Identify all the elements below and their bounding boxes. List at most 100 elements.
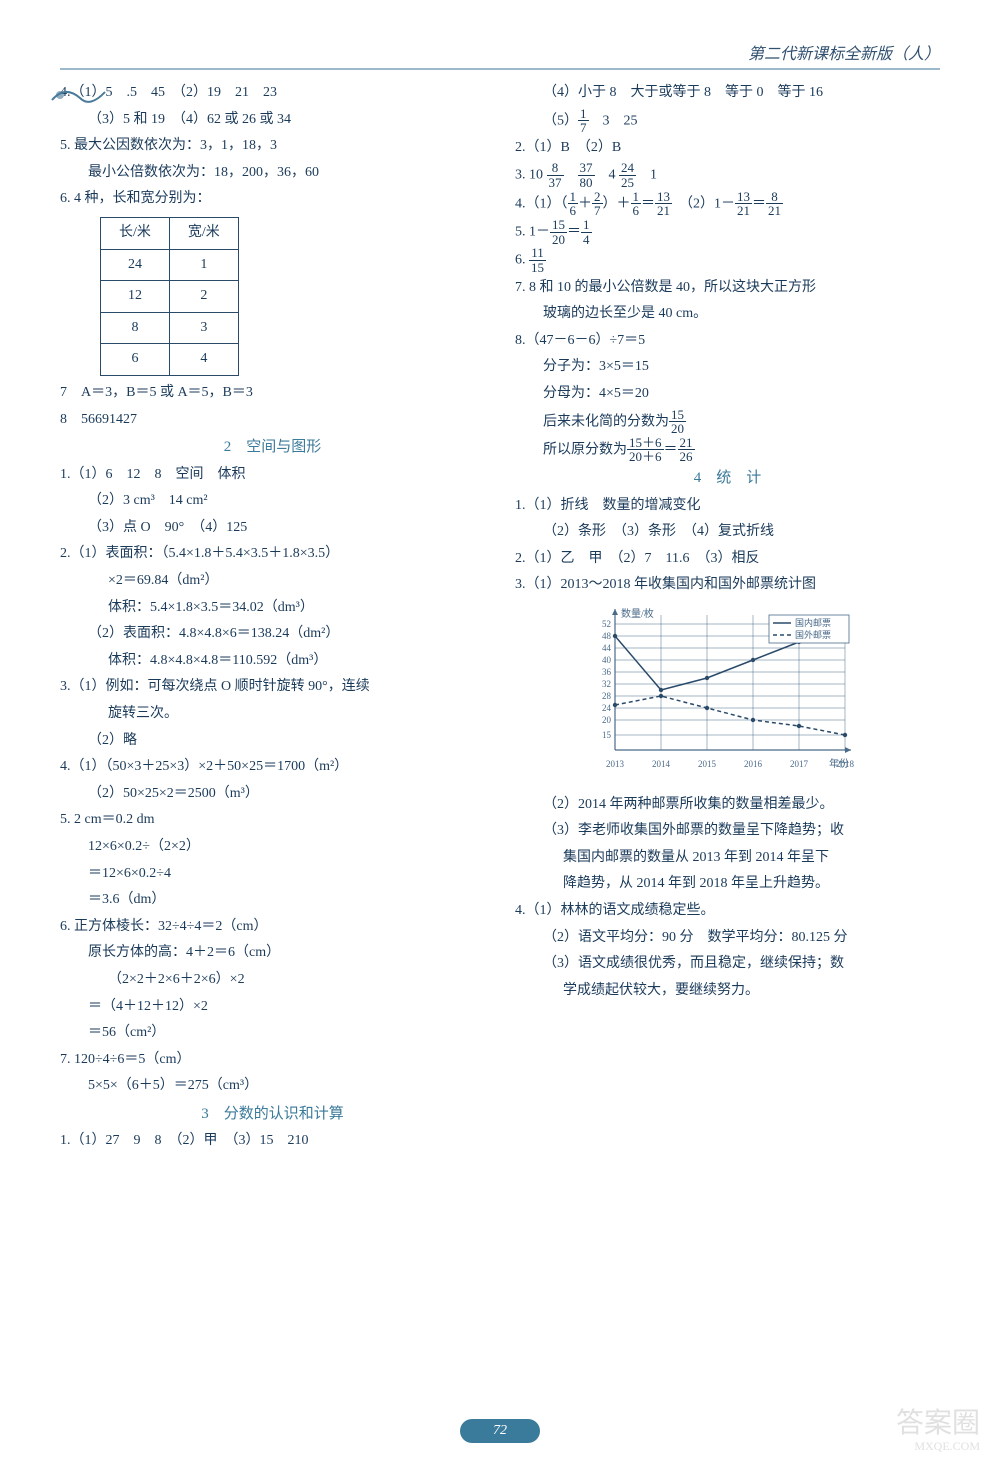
watermark: 答案圈 MXQE.COM bbox=[896, 1409, 980, 1453]
right-column: （4）小于 8 大于或等于 8 等于 0 等于 16 （5）17 3 25 2.… bbox=[515, 80, 940, 1155]
s4q1-l2: （2）条形 （3）条形 （4）复式折线 bbox=[515, 519, 940, 546]
l-q4-l2: （3）5 和 19 （4）62 或 26 或 34 bbox=[60, 107, 485, 134]
table-row: 122 bbox=[101, 281, 239, 313]
s2q2-l2: ×2＝69.84（dm²） bbox=[60, 568, 485, 595]
svg-text:52: 52 bbox=[602, 619, 611, 629]
r-q7-l2: 玻璃的边长至少是 40 cm。 bbox=[515, 301, 940, 328]
r-q4: 4.（1）（16＋27）＋16＝1321 （2）1－1321＝821 bbox=[515, 190, 940, 218]
r-cont-l5: （5）17 3 25 bbox=[515, 107, 940, 135]
s2q6-l1: 6. 正方体棱长：32÷4÷4＝2（cm） bbox=[60, 914, 485, 941]
s2q5-l3: ＝12×6×0.2÷4 bbox=[60, 861, 485, 888]
l-q5-l1: 5. 最大公因数依次为：3，1，18，3 bbox=[60, 133, 485, 160]
svg-text:2016: 2016 bbox=[744, 759, 763, 769]
s2q7-l2: 5×5×（6＋5）＝275（cm³） bbox=[60, 1073, 485, 1100]
r-q6: 6. 1115 bbox=[515, 246, 940, 274]
r-cont-l4: （4）小于 8 大于或等于 8 等于 0 等于 16 bbox=[515, 80, 940, 107]
svg-text:15: 15 bbox=[602, 730, 612, 740]
frac: 17 bbox=[578, 107, 589, 135]
svg-text:年份: 年份 bbox=[829, 757, 849, 770]
content-columns: 4.（1）5 .5 45 （2）19 21 23 （3）5 和 19 （4）62… bbox=[60, 80, 940, 1155]
s2q6-l2: 原长方体的高：4＋2＝6（cm） bbox=[60, 940, 485, 967]
l-q4-l1: 4.（1）5 .5 45 （2）19 21 23 bbox=[60, 80, 485, 107]
s2q5-l2: 12×6×0.2÷（2×2） bbox=[60, 834, 485, 861]
watermark-big: 答案圈 bbox=[896, 1408, 980, 1439]
r-q3: 3. 10 837 3780 4 2425 1 bbox=[515, 161, 940, 189]
s3q1: 1.（1）27 9 8 （2）甲 （3）15 210 bbox=[60, 1128, 485, 1155]
s2q3-l3: （2）略 bbox=[60, 728, 485, 755]
q6-table: 长/米宽/米 241 122 83 64 bbox=[100, 217, 239, 376]
table-row: 64 bbox=[101, 344, 239, 376]
corner-ornament-icon bbox=[50, 80, 110, 110]
s4q3-l1: 3.（1）2013～2018 年收集国内和国外邮票统计图 bbox=[515, 572, 940, 599]
svg-text:数量/枚: 数量/枚 bbox=[621, 607, 654, 620]
svg-text:36: 36 bbox=[602, 667, 612, 677]
r-q2: 2.（1）B （2）B bbox=[515, 135, 940, 162]
s4q3-l5: 降趋势，从 2014 年到 2018 年呈上升趋势。 bbox=[515, 871, 940, 898]
r-q8-l1: 8.（47－6－6）÷7＝5 bbox=[515, 328, 940, 355]
left-column: 4.（1）5 .5 45 （2）19 21 23 （3）5 和 19 （4）62… bbox=[60, 80, 485, 1155]
header-title: 第二代新课标全新版（人） bbox=[60, 40, 940, 64]
svg-text:2015: 2015 bbox=[698, 759, 717, 769]
l-q8: 8 56691427 bbox=[60, 407, 485, 434]
svg-text:28: 28 bbox=[602, 691, 612, 701]
svg-text:32: 32 bbox=[602, 679, 611, 689]
section-2-title: 2 空间与图形 bbox=[60, 433, 485, 462]
s4q3-l3: （3）李老师收集国外邮票的数量呈下降趋势；收 bbox=[515, 818, 940, 845]
s4q4-l1: 4.（1）林林的语文成绩稳定些。 bbox=[515, 898, 940, 925]
th: 长/米 bbox=[101, 217, 170, 249]
header-rule bbox=[60, 68, 940, 70]
r-q8-l2: 分子为：3×5＝15 bbox=[515, 354, 940, 381]
s4q3-l4: 集国内邮票的数量从 2013 年到 2014 年呈下 bbox=[515, 845, 940, 872]
s2q2-l1: 2.（1）表面积：（5.4×1.8＋5.4×3.5＋1.8×3.5） bbox=[60, 541, 485, 568]
s2q3-l2: 旋转三次。 bbox=[60, 701, 485, 728]
s4q4-l3: （3）语文成绩很优秀，而且稳定，继续保持；数 bbox=[515, 951, 940, 978]
s2q2-l4: （2）表面积：4.8×4.8×6＝138.24（dm²） bbox=[60, 621, 485, 648]
page-number: 72 bbox=[460, 1419, 540, 1443]
s2q3-l1: 3.（1）例如：可每次绕点 O 顺时针旋转 90°，连续 bbox=[60, 674, 485, 701]
svg-text:24: 24 bbox=[602, 703, 612, 713]
r-q5: 5. 1－1520＝14 bbox=[515, 218, 940, 246]
r-q7-l1: 7. 8 和 10 的最小公倍数是 40，所以这块大正方形 bbox=[515, 275, 940, 302]
stamp-chart: 15 20 24 28 32 36 40 44 48 52 2013 2014 2015 2016 2017… bbox=[575, 605, 940, 786]
s2q1-l2: （2）3 cm³ 14 cm² bbox=[60, 488, 485, 515]
table-row: 83 bbox=[101, 312, 239, 344]
watermark-small: MXQE.COM bbox=[896, 1440, 980, 1453]
svg-text:44: 44 bbox=[602, 643, 612, 653]
table-row: 长/米宽/米 bbox=[101, 217, 239, 249]
svg-text:2013: 2013 bbox=[606, 759, 625, 769]
line-chart-svg: 15 20 24 28 32 36 40 44 48 52 2013 2014 2015 2016 2017… bbox=[575, 605, 855, 775]
svg-text:2017: 2017 bbox=[790, 759, 809, 769]
s2q6-l3: （2×2＋2×6＋2×6）×2 bbox=[60, 967, 485, 994]
s4q4-l2: （2）语文平均分：90 分 数学平均分：80.125 分 bbox=[515, 925, 940, 952]
s2q5-l1: 5. 2 cm＝0.2 dm bbox=[60, 807, 485, 834]
s2q2-l5: 体积：4.8×4.8×4.8＝110.592（dm³） bbox=[60, 648, 485, 675]
page: 第二代新课标全新版（人） 4.（1）5 .5 45 （2）19 21 23 （3… bbox=[0, 0, 1000, 1473]
s2q1-l3: （3）点 O 90° （4）125 bbox=[60, 515, 485, 542]
svg-text:2014: 2014 bbox=[652, 759, 671, 769]
l-q7: 7 A＝3，B＝5 或 A＝5，B＝3 bbox=[60, 380, 485, 407]
s2q6-l4: ＝（4＋12＋12）×2 bbox=[60, 994, 485, 1021]
s2q4-l1: 4.（1）（50×3＋25×3）×2＋50×25＝1700（m²） bbox=[60, 754, 485, 781]
svg-text:国内邮票: 国内邮票 bbox=[795, 617, 831, 628]
section-3-title: 3 分数的认识和计算 bbox=[60, 1100, 485, 1129]
s2q6-l5: ＝56（cm²） bbox=[60, 1020, 485, 1047]
th: 宽/米 bbox=[169, 217, 238, 249]
svg-text:20: 20 bbox=[602, 715, 612, 725]
s2q2-l3: 体积：5.4×1.8×3.5＝34.02（dm³） bbox=[60, 595, 485, 622]
s2q1-l1: 1.（1）6 12 8 空间 体积 bbox=[60, 462, 485, 489]
svg-text:48: 48 bbox=[602, 631, 612, 641]
l-q6-intro: 6. 4 种，长和宽分别为： bbox=[60, 186, 485, 213]
section-4-title: 4 统 计 bbox=[515, 464, 940, 493]
table-row: 241 bbox=[101, 249, 239, 281]
s2q7-l1: 7. 120÷4÷6＝5（cm） bbox=[60, 1047, 485, 1074]
r-q8-l4: 后来未化简的分数为1520 bbox=[515, 408, 940, 436]
svg-text:国外邮票: 国外邮票 bbox=[795, 629, 831, 640]
s2q4-l2: （2）50×25×2＝2500（m³） bbox=[60, 781, 485, 808]
s4q3-l2: （2）2014 年两种邮票所收集的数量相差最少。 bbox=[515, 792, 940, 819]
s4q2: 2.（1）乙 甲 （2）7 11.6 （3）相反 bbox=[515, 546, 940, 573]
svg-text:40: 40 bbox=[602, 655, 612, 665]
l-q5-l2: 最小公倍数依次为：18，200，36，60 bbox=[60, 160, 485, 187]
r-q8-l3: 分母为：4×5＝20 bbox=[515, 381, 940, 408]
r-q8-l5: 所以原分数为15＋620＋6＝2126 bbox=[515, 436, 940, 464]
s4q4-l4: 学成绩起伏较大，要继续努力。 bbox=[515, 978, 940, 1005]
